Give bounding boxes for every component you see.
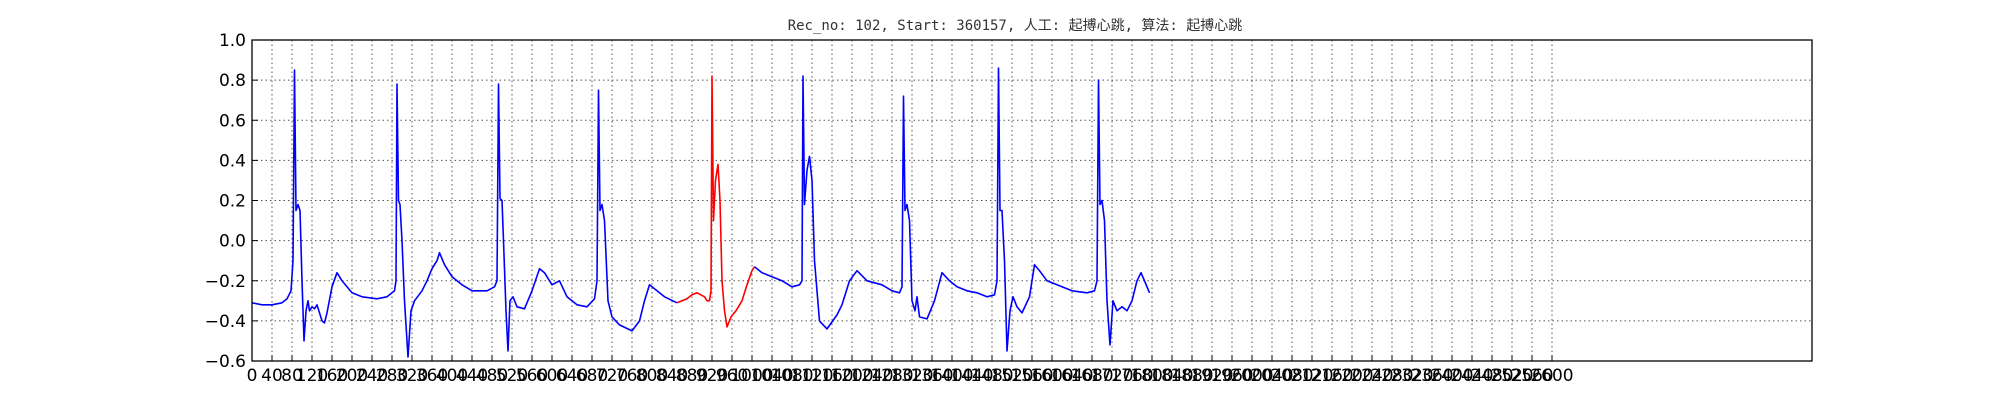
x-tick-label: 1120: [790, 366, 833, 386]
x-tick-label: 1360: [910, 366, 953, 386]
x-tick-label: 1680: [1070, 366, 1113, 386]
x-tick-label: 1080: [770, 366, 813, 386]
x-tick-label: 2520: [1490, 366, 1533, 386]
x-tick-label: 640: [556, 366, 588, 386]
x-tick-label: 480: [476, 366, 508, 386]
y-tick-label: −0.6: [205, 352, 246, 372]
plot-frame: [251, 39, 1813, 362]
y-tick-label: 0.0: [219, 232, 246, 252]
x-tick-label: 40: [261, 366, 283, 386]
x-tick-label: 200: [336, 366, 368, 386]
x-tick-label: 80: [281, 366, 303, 386]
x-tick-label: 2000: [1230, 366, 1273, 386]
y-axis: −0.6 −0.4 −0.2 0.0 0.2 0.4 0.6 0.8 1.0: [205, 31, 258, 372]
y-tick-label: 0.8: [219, 71, 246, 91]
x-tick-label: 1400: [930, 366, 973, 386]
x-tick-label: 560: [516, 366, 548, 386]
ecg-series-line: [676, 75, 756, 328]
x-tick-label: 1040: [750, 366, 793, 386]
x-tick-label: 120: [296, 366, 328, 386]
x-tick-label: 1160: [810, 366, 853, 386]
x-tick-label: 2320: [1390, 366, 1433, 386]
x-tick-label: 1960: [1210, 366, 1253, 386]
x-tick-label: 2080: [1270, 366, 1313, 386]
x-tick-label: 1320: [890, 366, 933, 386]
x-tick-label: 1920: [1190, 366, 1233, 386]
x-tick-label: 960: [716, 366, 748, 386]
x-tick-label: 1240: [850, 366, 893, 386]
x-tick-label: 680: [576, 366, 608, 386]
x-tick-label: 2600: [1530, 366, 1573, 386]
x-tick-label: 2160: [1310, 366, 1353, 386]
x-tick-label: 280: [376, 366, 408, 386]
x-tick-label: 1720: [1090, 366, 1133, 386]
x-tick-label: 2200: [1330, 366, 1373, 386]
x-tick-label: 1200: [830, 366, 873, 386]
x-tick-label: 840: [656, 366, 688, 386]
x-tick-label: 2480: [1470, 366, 1513, 386]
x-tick-label: 760: [616, 366, 648, 386]
y-tick-label: 0.4: [219, 151, 246, 171]
x-tick-label: 1840: [1150, 366, 1193, 386]
x-tick-label: 2120: [1290, 366, 1333, 386]
x-tick-label: 1480: [970, 366, 1013, 386]
x-tick-label: 1280: [870, 366, 913, 386]
chart-title: Rec_no: 102, Start: 360157, 人工: 起搏心跳, 算法…: [788, 17, 1243, 34]
x-tick-label: 2560: [1510, 366, 1553, 386]
x-tick-label: 1760: [1110, 366, 1153, 386]
x-tick-label: 1560: [1010, 366, 1053, 386]
x-axis: 0 408012016020024028032036040044048052056…: [247, 355, 1574, 386]
x-tick-label: 1600: [1030, 366, 1073, 386]
x-tick-label: 600: [536, 366, 568, 386]
x-tick-label: 520: [496, 366, 528, 386]
x-tick-label: 920: [696, 366, 728, 386]
x-tick-label: 800: [636, 366, 668, 386]
x-tick-label: 360: [416, 366, 448, 386]
y-tick-label: −0.4: [205, 312, 246, 332]
y-tick-label: −0.2: [205, 272, 246, 292]
x-tick-label: 1440: [950, 366, 993, 386]
x-tick-label: 2360: [1410, 366, 1453, 386]
y-tick-label: 0.6: [219, 111, 246, 131]
y-tick-label: 0.2: [219, 192, 246, 212]
x-tick-label: 240: [356, 366, 388, 386]
series-group: [251, 67, 1151, 358]
ecg-series-line: [754, 67, 1151, 352]
x-tick-label: 400: [436, 366, 468, 386]
x-tick-label: 2440: [1450, 366, 1493, 386]
y-tick-label: 1.0: [219, 31, 246, 51]
x-tick-label: 160: [316, 366, 348, 386]
x-tick-label: 1000: [730, 366, 773, 386]
ecg-series-line: [251, 69, 678, 358]
x-tick-label: 1800: [1130, 366, 1173, 386]
x-tick-label: 320: [396, 366, 428, 386]
x-tick-label: 2400: [1430, 366, 1473, 386]
x-tick-label: 0: [247, 366, 258, 386]
x-tick-label: 1880: [1170, 366, 1213, 386]
x-tick-label: 1640: [1050, 366, 1093, 386]
x-tick-label: 2240: [1350, 366, 1393, 386]
x-tick-label: 1520: [990, 366, 1033, 386]
x-tick-label: 880: [676, 366, 708, 386]
x-tick-label: 720: [596, 366, 628, 386]
x-tick-label: 2040: [1250, 366, 1293, 386]
x-tick-label: 2280: [1370, 366, 1413, 386]
x-tick-label: 440: [456, 366, 488, 386]
